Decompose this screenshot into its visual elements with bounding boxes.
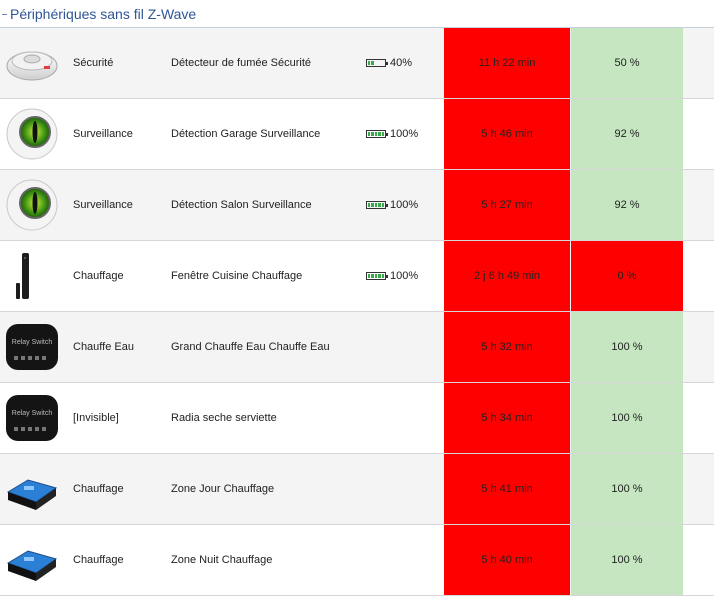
- device-name[interactable]: Radia seche serviette: [171, 412, 277, 424]
- battery-status: 100%: [366, 99, 418, 169]
- level-cell: 100 %: [571, 383, 683, 453]
- battery-cell: [371, 203, 374, 207]
- level-cell: 100 %: [571, 454, 683, 524]
- device-name[interactable]: Zone Jour Chauffage: [171, 483, 275, 495]
- pilot-wire-module-icon: [4, 462, 60, 516]
- device-category: Surveillance: [73, 128, 133, 140]
- level-cell: 92 %: [571, 99, 683, 169]
- battery-cell: [371, 274, 374, 278]
- last-seen-cell: 2 j 6 h 49 min: [444, 241, 570, 311]
- battery-cell: [371, 61, 374, 65]
- device-name[interactable]: Zone Nuit Chauffage: [171, 554, 273, 566]
- device-row[interactable]: Chauffage Zone Jour Chauffage 5 h 41 min 10…: [0, 454, 714, 525]
- device-row[interactable]: Relay Switch Chauffe Eau Grand Chauffe Eau…: [0, 312, 714, 383]
- battery-status: 100%: [366, 170, 418, 240]
- device-row[interactable]: Surveillance Détection Salon Surveillance…: [0, 170, 714, 241]
- battery-percent: 100%: [390, 128, 419, 140]
- device-category: Surveillance: [73, 199, 133, 211]
- battery-cell: [368, 132, 371, 136]
- battery-icon: [366, 130, 388, 138]
- device-row[interactable]: Sécurité Détecteur de fumée Sécurité 40% 11…: [0, 28, 714, 99]
- last-seen-cell: 11 h 22 min: [444, 28, 570, 98]
- battery-percent: 100%: [390, 270, 419, 282]
- device-category: Chauffe Eau: [73, 341, 134, 353]
- battery-cell: [368, 274, 371, 278]
- device-name[interactable]: Grand Chauffe Eau Chauffe Eau: [171, 341, 330, 353]
- smoke-detector-icon: [4, 36, 60, 90]
- battery-cell: [371, 132, 374, 136]
- battery-cell: [381, 132, 385, 136]
- battery-percent: 100%: [390, 199, 419, 211]
- level-cell: 0 %: [571, 241, 683, 311]
- door-window-sensor-icon: [4, 249, 60, 303]
- last-seen-cell: 5 h 32 min: [444, 312, 570, 382]
- battery-cell: [378, 61, 380, 65]
- device-category: Chauffage: [73, 270, 124, 282]
- device-row[interactable]: Chauffage Zone Nuit Chauffage 5 h 40 min 10…: [0, 525, 714, 596]
- battery-cell: [381, 274, 385, 278]
- battery-status: 40%: [366, 28, 412, 98]
- relay-switch-icon: Relay Switch: [4, 320, 60, 374]
- battery-icon: [366, 201, 388, 209]
- battery-cell: [381, 203, 385, 207]
- battery-cell: [382, 61, 384, 65]
- device-row[interactable]: Chauffage Fenêtre Cuisine Chauffage 100% 2 …: [0, 241, 714, 312]
- device-name[interactable]: Détecteur de fumée Sécurité: [171, 57, 312, 69]
- level-cell: 100 %: [571, 525, 683, 595]
- device-name[interactable]: Détection Salon Surveillance: [171, 199, 312, 211]
- svg-text:Relay Switch: Relay Switch: [12, 339, 53, 346]
- battery-cell: [378, 274, 381, 278]
- battery-status: 100%: [366, 241, 418, 311]
- battery-cell: [374, 132, 378, 136]
- relay-switch-icon: Relay Switch: [4, 391, 60, 445]
- device-row[interactable]: Relay Switch [Invisible] Radia seche servi…: [0, 383, 714, 454]
- device-category: Chauffage: [73, 554, 124, 566]
- svg-text:Relay Switch: Relay Switch: [12, 410, 53, 417]
- last-seen-cell: 5 h 27 min: [444, 170, 570, 240]
- level-cell: 92 %: [571, 170, 683, 240]
- motion-sensor-icon: [4, 178, 60, 232]
- collapse-dash-icon[interactable]: [2, 14, 7, 15]
- motion-sensor-icon: [4, 107, 60, 161]
- device-name[interactable]: Fenêtre Cuisine Chauffage: [171, 270, 303, 282]
- last-seen-cell: 5 h 34 min: [444, 383, 570, 453]
- battery-cell: [368, 203, 371, 207]
- last-seen-cell: 5 h 46 min: [444, 99, 570, 169]
- section-header[interactable]: Périphériques sans fil Z-Wave: [0, 0, 714, 28]
- level-cell: 100 %: [571, 312, 683, 382]
- battery-icon: [366, 59, 388, 67]
- last-seen-cell: 5 h 40 min: [444, 525, 570, 595]
- device-list: Sécurité Détecteur de fumée Sécurité 40% 11…: [0, 28, 714, 596]
- battery-cell: [374, 274, 378, 278]
- pilot-wire-module-icon: [4, 533, 60, 587]
- device-category: Chauffage: [73, 483, 124, 495]
- battery-icon: [366, 272, 388, 280]
- battery-cell: [378, 132, 381, 136]
- battery-percent: 40%: [390, 57, 413, 69]
- device-row[interactable]: Surveillance Détection Garage Surveillanc…: [0, 99, 714, 170]
- last-seen-cell: 5 h 41 min: [444, 454, 570, 524]
- battery-cell: [375, 61, 377, 65]
- level-cell: 50 %: [571, 28, 683, 98]
- section-title: Périphériques sans fil Z-Wave: [10, 6, 197, 22]
- device-category: [Invisible]: [73, 412, 119, 424]
- device-category: Sécurité: [73, 57, 114, 69]
- device-name[interactable]: Détection Garage Surveillance: [171, 128, 321, 140]
- battery-cell: [378, 203, 381, 207]
- battery-cell: [374, 203, 378, 207]
- battery-cell: [368, 61, 371, 65]
